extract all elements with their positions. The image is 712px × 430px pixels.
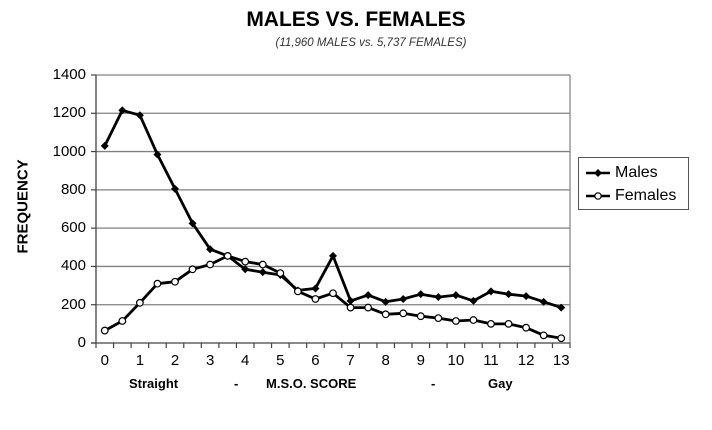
x-tick-label: 1: [135, 352, 145, 369]
x-tick-label: 7: [346, 352, 355, 369]
x-axis-label-center: M.S.O. SCORE: [266, 376, 357, 391]
x-axis-label-dash-right: -: [431, 376, 436, 391]
x-tick-label: 5: [276, 352, 285, 369]
y-tick-label: 1400: [52, 66, 86, 83]
x-tick-label: 0: [100, 352, 109, 369]
x-tick-label: 9: [416, 352, 425, 369]
x-tick-label: 3: [205, 352, 215, 369]
x-tick-label: 11: [483, 352, 499, 369]
y-tick-label: 400: [60, 257, 86, 275]
legend-label-males: Males: [615, 164, 658, 181]
females-series: [100, 251, 566, 343]
open-circle-marker-icon: [586, 192, 610, 200]
y-tick-label: 1000: [52, 142, 86, 160]
x-tick-label: 13: [552, 352, 570, 369]
x-tick-label: 4: [241, 352, 250, 369]
y-tick-label: 0: [77, 334, 86, 351]
legend-item-females: Females: [585, 185, 676, 207]
x-axis-label-gay: Gay: [488, 376, 513, 391]
x-tick-label: 8: [381, 352, 390, 369]
x-tick-label: 2: [170, 352, 180, 369]
axes: [91, 74, 571, 348]
legend-label-females: Females: [615, 187, 677, 204]
legend-item-males: Males: [585, 162, 658, 184]
y-tick-label: 600: [60, 219, 86, 237]
chart-title: MALES VS. FEMALES: [246, 8, 466, 31]
filled-diamond-marker-icon: [586, 169, 610, 177]
x-tick-label: 12: [517, 352, 535, 369]
x-tick-label: 10: [447, 352, 465, 369]
x-axis-label-straight: Straight: [129, 376, 179, 391]
chart-subtitle: (11,960 MALES vs. 5,737 FEMALES): [275, 37, 467, 49]
x-tick-label: 6: [311, 352, 320, 369]
y-tick-label: 800: [60, 180, 86, 198]
y-tick-label: 1200: [52, 104, 86, 122]
x-axis-label-dash-left: -: [234, 376, 239, 391]
y-tick-label: 200: [60, 295, 86, 313]
legend: Males Females: [578, 157, 689, 210]
gridlines: [96, 74, 570, 306]
